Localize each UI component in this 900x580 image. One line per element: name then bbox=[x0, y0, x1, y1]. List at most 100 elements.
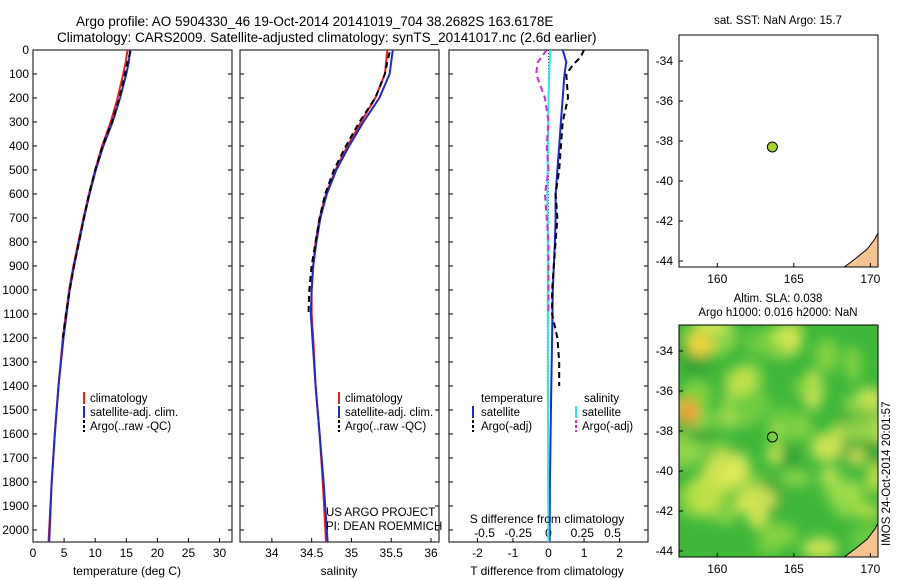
sla-map-title: Altim. SLA: 0.038 bbox=[734, 293, 823, 305]
lon-tick-label: 170 bbox=[860, 562, 880, 576]
project-credit: US ARGO PROJECT bbox=[326, 507, 435, 519]
depth-tick-label: 600 bbox=[9, 187, 29, 201]
x-tick-label: -1 bbox=[508, 546, 519, 560]
x-tick-label: 25 bbox=[182, 546, 196, 560]
sla-map-subtitle: Argo h1000: 0.016 h2000: NaN bbox=[698, 307, 857, 319]
depth-tick-label: 800 bbox=[9, 235, 29, 249]
x-tick-label: 5 bbox=[61, 546, 68, 560]
s-tick-label: 0.5 bbox=[604, 526, 621, 540]
x-tick-label: 2 bbox=[616, 546, 623, 560]
lat-tick-label: -34 bbox=[656, 54, 674, 68]
s-tick-label: -0.5 bbox=[474, 526, 495, 540]
series-line-climatology bbox=[47, 50, 129, 542]
sla-heatmap bbox=[679, 325, 878, 557]
depth-tick-label: 400 bbox=[9, 139, 29, 153]
x-tick-label: 0 bbox=[30, 546, 37, 560]
x-tick-label: 36 bbox=[424, 546, 438, 560]
pi-credit: PI: DEAN ROEMMICH bbox=[326, 521, 442, 533]
lat-tick-label: -40 bbox=[656, 174, 674, 188]
s-difference-axis-label: S difference from climatology bbox=[470, 512, 625, 526]
depth-tick-label: 200 bbox=[9, 91, 29, 105]
legend-argo: Argo(..raw -QC) bbox=[90, 421, 171, 433]
coastline-land bbox=[843, 522, 878, 557]
x-tick-label: 0 bbox=[545, 546, 552, 560]
s-tick-label: 0.25 bbox=[571, 526, 595, 540]
series-line-satellite-adj-clim- bbox=[48, 50, 131, 542]
depth-tick-label: 1500 bbox=[2, 403, 29, 417]
lon-tick-label: 160 bbox=[707, 562, 727, 576]
legend-header-temperature: temperature bbox=[481, 393, 543, 405]
lat-tick-label: -42 bbox=[656, 504, 674, 518]
legend-s-satellite: satellite bbox=[582, 407, 621, 419]
coastline-land bbox=[843, 232, 878, 267]
lat-tick-label: -36 bbox=[656, 94, 674, 108]
t-difference-axis-label: T difference from climatology bbox=[470, 564, 624, 578]
series-line-argo-adj- bbox=[535, 50, 550, 314]
lat-tick-label: -42 bbox=[656, 214, 674, 228]
x-tick-label: 10 bbox=[89, 546, 103, 560]
salinity-axis-label: salinity bbox=[321, 564, 358, 578]
lat-tick-label: -34 bbox=[656, 344, 674, 358]
legend-climatology: climatology bbox=[90, 393, 148, 405]
lat-tick-label: -44 bbox=[656, 254, 674, 268]
temperature-panel bbox=[32, 49, 233, 543]
series-line-satellite bbox=[548, 50, 568, 542]
imos-timestamp: IMOS 24-Oct-2014 20:01:57 bbox=[881, 402, 893, 546]
sst-map-title: sat. SST: NaN Argo: 15.7 bbox=[714, 15, 842, 27]
x-tick-label: 1 bbox=[581, 546, 588, 560]
depth-tick-label: 100 bbox=[9, 67, 29, 81]
depth-tick-label: 2000 bbox=[2, 523, 29, 537]
salinity-legend: climatology satellite-adj. clim. Argo(..… bbox=[338, 392, 433, 433]
depth-tick-label: 1100 bbox=[3, 307, 29, 321]
temperature-axis-label: temperature (deg C) bbox=[73, 564, 181, 578]
lat-tick-label: -44 bbox=[656, 544, 674, 558]
lon-tick-label: 170 bbox=[860, 272, 880, 286]
legend-climatology: climatology bbox=[345, 393, 403, 405]
x-tick-label: 35 bbox=[345, 546, 359, 560]
x-tick-label: 34 bbox=[265, 546, 279, 560]
legend-header-salinity: salinity bbox=[584, 393, 619, 405]
legend-satellite-adj: satellite-adj. clim. bbox=[345, 407, 433, 419]
lat-tick-label: -36 bbox=[656, 384, 674, 398]
lon-tick-label: 160 bbox=[707, 272, 727, 286]
depth-tick-label: 300 bbox=[9, 115, 29, 129]
depth-tick-label: 1600 bbox=[2, 427, 29, 441]
x-tick-label: -2 bbox=[472, 546, 483, 560]
series-line-argo-raw-qc- bbox=[61, 50, 132, 339]
depth-tick-label: 1200 bbox=[2, 331, 29, 345]
depth-tick-label: 1300 bbox=[2, 355, 29, 369]
legend-t-satellite: satellite bbox=[481, 407, 520, 419]
series-line-argo-adj- bbox=[551, 50, 585, 386]
depth-tick-label: 900 bbox=[9, 259, 29, 273]
x-tick-label: 20 bbox=[151, 546, 165, 560]
lon-tick-label: 165 bbox=[784, 562, 804, 576]
depth-tick-label: 700 bbox=[9, 211, 29, 225]
salinity-panel bbox=[239, 49, 440, 543]
depth-tick-label: 500 bbox=[9, 163, 29, 177]
series-line-satellite-adj-clim- bbox=[309, 50, 394, 542]
argo-location-marker[interactable] bbox=[766, 431, 778, 443]
x-tick-label: 15 bbox=[120, 546, 134, 560]
x-tick-label: 34.5 bbox=[300, 546, 324, 560]
series-line-argo-raw-qc- bbox=[307, 52, 391, 315]
depth-tick-label: 1000 bbox=[2, 283, 29, 297]
s-tick-label: -0.25 bbox=[505, 526, 533, 540]
legend-satellite-adj: satellite-adj. clim. bbox=[90, 407, 178, 419]
difference-legend: temperature salinity satellite Argo(-adj… bbox=[472, 393, 633, 433]
legend-argo: Argo(..raw -QC) bbox=[345, 421, 426, 433]
lon-tick-label: 165 bbox=[784, 272, 804, 286]
x-tick-label: 35.5 bbox=[380, 546, 404, 560]
temperature-legend: climatology satellite-adj. clim. Argo(..… bbox=[83, 392, 178, 433]
legend-s-argo: Argo(-adj) bbox=[582, 421, 633, 433]
argo-location-marker[interactable] bbox=[766, 141, 778, 153]
depth-tick-label: 1800 bbox=[2, 475, 29, 489]
depth-tick-label: 1900 bbox=[2, 499, 29, 513]
figure-subtitle: Climatology: CARS2009. Satellite-adjuste… bbox=[57, 30, 597, 45]
depth-tick-label: 0 bbox=[22, 43, 29, 57]
lat-tick-label: -38 bbox=[656, 424, 674, 438]
lat-tick-label: -40 bbox=[656, 464, 674, 478]
legend-t-argo: Argo(-adj) bbox=[481, 421, 532, 433]
depth-tick-label: 1700 bbox=[2, 451, 29, 465]
lat-tick-label: -38 bbox=[656, 134, 674, 148]
